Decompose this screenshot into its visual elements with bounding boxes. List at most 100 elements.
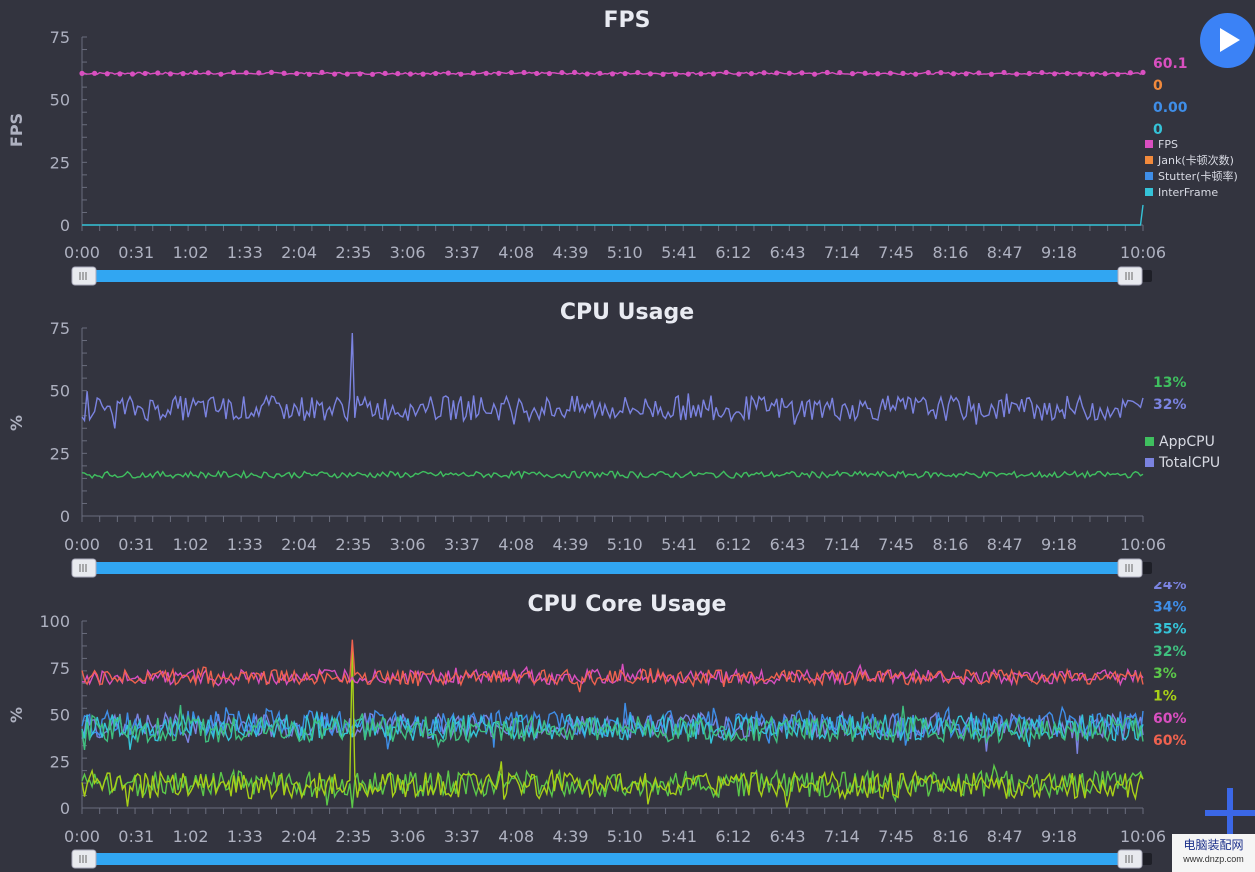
series-point bbox=[887, 70, 893, 76]
series-point bbox=[395, 71, 401, 77]
series-point bbox=[1051, 71, 1058, 77]
current-value-label: 13% bbox=[1153, 375, 1187, 391]
series-point bbox=[420, 71, 426, 77]
series-point bbox=[761, 70, 767, 76]
series-point bbox=[824, 69, 830, 76]
y-tick-label: 0 bbox=[60, 799, 70, 818]
x-tick-label: 9:18 bbox=[1041, 535, 1077, 554]
current-value-label: 35% bbox=[1153, 622, 1187, 638]
x-tick-label: 6:43 bbox=[770, 535, 806, 554]
y-tick-label: 25 bbox=[50, 153, 70, 172]
current-value-label: 34% bbox=[1153, 599, 1187, 615]
y-tick-label: 50 bbox=[50, 382, 70, 401]
series-point bbox=[988, 71, 995, 77]
series-point bbox=[546, 70, 552, 77]
y-ticks: 0 25 50 75 bbox=[50, 319, 70, 526]
watermark-url: www.dnzp.com bbox=[1183, 854, 1244, 864]
x-tick-label: 1:33 bbox=[227, 827, 263, 846]
x-tick-label: 4:08 bbox=[498, 535, 534, 554]
slider-handle bbox=[1117, 558, 1143, 578]
series-point bbox=[470, 70, 477, 76]
current-value-label: 0.00 bbox=[1153, 100, 1188, 116]
current-value-label: 60% bbox=[1153, 711, 1187, 727]
series-line-core2 bbox=[81, 711, 1144, 750]
x-tick-label: 1:02 bbox=[173, 827, 209, 846]
range-slider[interactable] bbox=[71, 266, 1152, 286]
series-point bbox=[1102, 71, 1108, 77]
current-value-label: 60.1 bbox=[1153, 56, 1188, 72]
x-tick-label: 10:06 bbox=[1120, 827, 1166, 846]
series-point bbox=[837, 69, 843, 76]
y-tick-label: 25 bbox=[50, 752, 70, 771]
current-value-label: 32% bbox=[1153, 644, 1187, 660]
legend[interactable]: FPS Jank(卡顿次数) Stutter(卡顿率) InterFrame bbox=[1145, 138, 1238, 199]
x-tick-label: 3:06 bbox=[390, 827, 426, 846]
y-tick-label: 75 bbox=[50, 319, 70, 338]
x-tick-label: 3:37 bbox=[444, 827, 480, 846]
legend[interactable]: AppCPU TotalCPU bbox=[1145, 434, 1220, 471]
x-tick-label: 1:02 bbox=[173, 535, 209, 554]
x-tick-label: 0:31 bbox=[118, 827, 154, 846]
series-point bbox=[332, 71, 338, 77]
y-tick-label: 0 bbox=[60, 507, 70, 526]
plot-area[interactable] bbox=[81, 620, 1144, 814]
legend-swatch bbox=[1145, 156, 1153, 164]
play-button[interactable] bbox=[1200, 13, 1255, 68]
series-point bbox=[673, 71, 679, 77]
current-value-label: 32% bbox=[1153, 397, 1187, 413]
series-point bbox=[382, 70, 388, 76]
series-point bbox=[1026, 70, 1032, 77]
current-value-label: 3% bbox=[1153, 666, 1177, 682]
series-point bbox=[963, 71, 969, 77]
current-values: 60.1 0 0.00 0 bbox=[1153, 56, 1188, 138]
x-tick-label: 1:02 bbox=[173, 243, 209, 262]
plus-icon[interactable] bbox=[1205, 788, 1255, 838]
legend-label: AppCPU bbox=[1159, 434, 1215, 450]
x-tick-label: 1:33 bbox=[227, 535, 263, 554]
series-point bbox=[584, 71, 590, 77]
legend-swatch bbox=[1145, 458, 1154, 467]
x-tick-label: 3:06 bbox=[390, 243, 426, 262]
legend-label: Jank(卡顿次数) bbox=[1157, 153, 1234, 167]
x-tick-label: 7:45 bbox=[878, 827, 914, 846]
x-tick-label: 0:00 bbox=[64, 535, 100, 554]
range-slider[interactable] bbox=[71, 849, 1152, 869]
series-line-AppCPU bbox=[81, 469, 1144, 480]
series-point bbox=[205, 70, 211, 76]
range-slider[interactable] bbox=[71, 558, 1152, 578]
plot-area[interactable] bbox=[81, 327, 1144, 522]
series-point bbox=[913, 71, 919, 77]
legend-label: FPS bbox=[1158, 138, 1178, 151]
chart-title: CPU Core Usage bbox=[528, 592, 727, 617]
series-point bbox=[508, 69, 515, 76]
slider-handle bbox=[1117, 849, 1143, 869]
x-tick-label: 7:14 bbox=[824, 827, 860, 846]
series-point bbox=[736, 71, 742, 77]
x-tick-label: 6:43 bbox=[770, 243, 806, 262]
legend-label: Stutter(卡顿率) bbox=[1158, 169, 1238, 183]
x-tick-label: 7:14 bbox=[824, 243, 860, 262]
slider-handle bbox=[71, 266, 97, 286]
current-value-label: 0 bbox=[1153, 122, 1163, 138]
series-point bbox=[698, 71, 704, 77]
series-point bbox=[294, 70, 300, 77]
slider-handle bbox=[71, 558, 97, 578]
x-tick-label: 8:16 bbox=[932, 243, 968, 262]
x-tick-label: 3:06 bbox=[390, 535, 426, 554]
series-point bbox=[167, 71, 174, 77]
slider-range bbox=[84, 562, 1130, 574]
plot-area[interactable] bbox=[79, 36, 1146, 231]
series-line-core6 bbox=[81, 663, 1144, 687]
x-tick-label: 2:04 bbox=[281, 827, 317, 846]
y-tick-label: 50 bbox=[50, 706, 70, 725]
series-point bbox=[1039, 69, 1045, 76]
series-point bbox=[811, 71, 818, 77]
x-tick-label: 6:43 bbox=[770, 827, 806, 846]
series-point bbox=[1064, 70, 1070, 77]
series-point bbox=[1001, 69, 1007, 76]
slider-handle bbox=[71, 849, 97, 869]
series-point bbox=[129, 71, 136, 77]
series-point bbox=[647, 71, 653, 77]
x-tick-label: 2:35 bbox=[335, 243, 371, 262]
series-line-InterFrame bbox=[82, 204, 1144, 226]
